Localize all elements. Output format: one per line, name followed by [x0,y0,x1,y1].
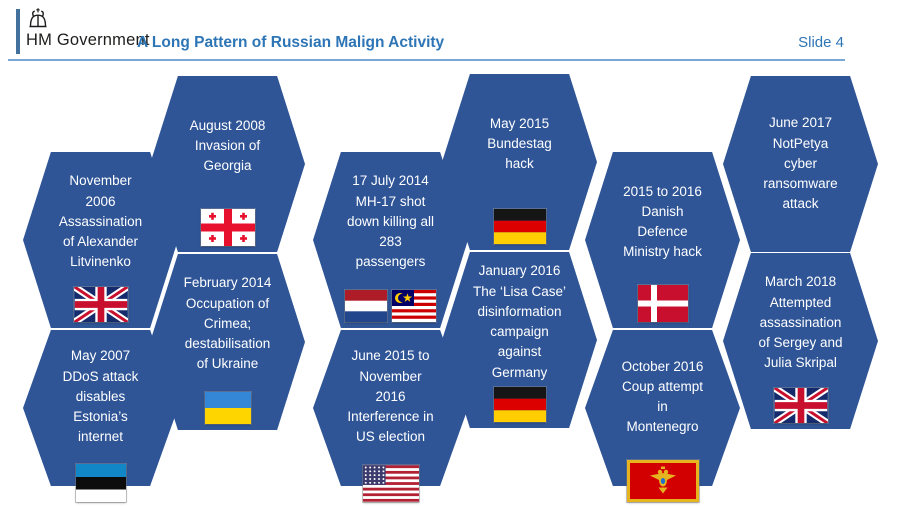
hexagon-shape [23,330,178,486]
uk-flag [73,287,128,322]
slide-header: HM Government A Long Pattern of Russian … [0,0,900,62]
hmg-logo-bar [16,9,20,54]
germany-flag [493,387,546,422]
hexagon-shape [723,76,878,252]
hexagon-notpetya-attack: June 2017 NotPetya cyber ransomware atta… [723,76,878,252]
hexagon-flags [442,387,597,422]
hexagon-mh17-shootdown: 17 July 2014 MH-17 shot down killing all… [313,152,468,328]
header-divider [8,59,845,61]
hexagon-shape [313,152,468,328]
estonia-flag [75,464,126,502]
hexagon-shape [313,330,468,486]
hexagon-label: January 2016 The ‘Lisa Case’ disinformat… [472,263,567,380]
crown-icon [29,8,47,28]
hexagon-lisa-case-disinformation: January 2016 The ‘Lisa Case’ disinformat… [442,252,597,428]
hexagon-label: November 2006 Assassination of Alexander… [58,173,143,270]
malaysia-flag [392,290,436,322]
org-name: HM Government [26,31,150,49]
hexagon-us-election-interference: June 2015 to November 2016 Interference … [313,330,468,502]
hexagon-georgia-invasion: August 2008 Invasion of Georgia [150,76,305,252]
uk-flag [773,388,828,423]
usa-flag [362,465,419,502]
hexagon-estonia-ddos: May 2007 DDoS attack disables Estonia’s … [23,330,178,502]
hexagon-skripal-poisoning: March 2018 Attempted assassination of Se… [723,253,878,429]
hexagon-label: June 2015 to November 2016 Interference … [347,348,434,445]
hexagon-litvinenko-assassination: November 2006 Assassination of Alexander… [23,152,178,328]
hexagon-label: February 2014 Occupation of Crimea; dest… [183,275,272,372]
hexagon-label: October 2016 Coup attempt in Montenegro [621,358,704,435]
hexagon-label: May 2007 DDoS attack disables Estonia’s … [62,348,139,445]
slide-number-label: Slide 4 [798,34,844,51]
hexagon-flags [313,290,468,322]
hexagon-flags [442,209,597,244]
hexagon-flags [585,285,740,322]
hexagon-label: May 2015 Bundestag hack [487,115,552,172]
hexagon-bundestag-hack: May 2015 Bundestag hack [442,74,597,250]
hexagon-flags [585,460,740,502]
hexagon-montenegro-coup: October 2016 Coup attempt in Montenegro [585,330,740,502]
denmark-flag [637,285,688,322]
hexagon-label: June 2017 NotPetya cyber ransomware atta… [763,115,838,212]
hexagon-danish-defence-hack: 2015 to 2016 Danish Defence Ministry hac… [585,152,740,328]
page-title: A Long Pattern of Russian Malign Activit… [137,34,445,51]
germany-flag [493,209,546,244]
hexagon-flags [23,464,178,502]
hexagon-label: 2015 to 2016 Danish Defence Ministry hac… [623,183,702,260]
georgia-flag [200,209,255,246]
hexagon-flags [150,209,305,246]
hexagon-label: August 2008 Invasion of Georgia [189,117,266,174]
hexagon-flags [150,392,305,424]
montenegro-flag [626,460,699,502]
netherlands-flag [345,290,387,322]
hexagon-flags [723,388,878,423]
hexagon-flags [313,465,468,502]
ukraine-flag [204,392,251,424]
hexagon-flags [23,287,178,322]
hexagon-label: 17 July 2014 MH-17 shot down killing all… [346,173,435,270]
hexagon-crimea-occupation: February 2014 Occupation of Crimea; dest… [150,254,305,430]
hexagon-label: March 2018 Attempted assassination of Se… [758,274,843,371]
